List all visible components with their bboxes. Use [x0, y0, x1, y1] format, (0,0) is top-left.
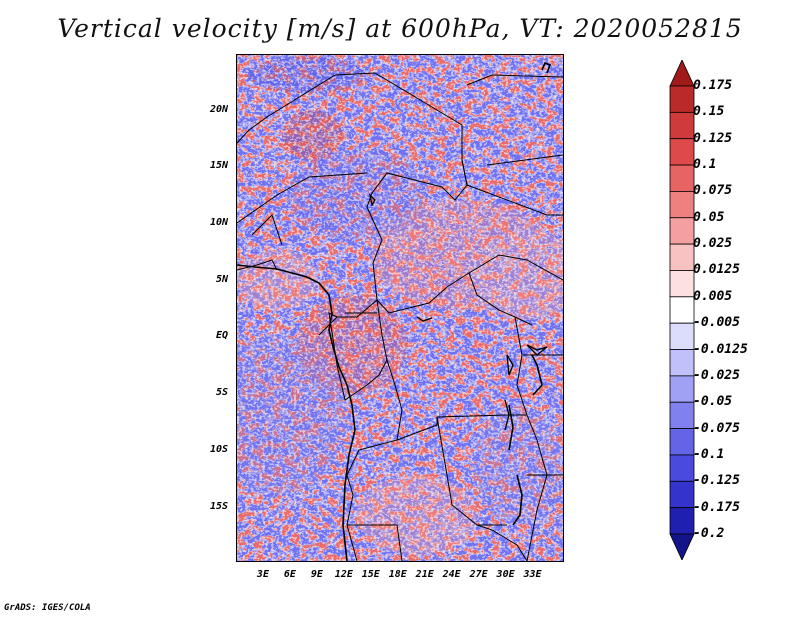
colorbar-swatch — [669, 322, 695, 350]
colorbar-swatch — [669, 454, 695, 482]
credit-text: GrADS: IGES/COLA — [4, 603, 91, 613]
colorbar-swatch — [669, 349, 695, 377]
colorbar-level-label: 0.1 — [693, 157, 717, 173]
colorbar-swatch — [669, 428, 695, 456]
colorbar-level-label: -0.2 — [693, 526, 725, 541]
fine-texture — [237, 55, 563, 561]
colorbar-level-label: -0.125 — [693, 473, 740, 489]
coastline — [237, 61, 552, 561]
colorbar — [669, 60, 695, 560]
latitude-label: EQ — [215, 330, 228, 342]
country-borders — [237, 72, 563, 561]
latitude-label: 15S — [209, 500, 228, 512]
latitude-label: 10N — [209, 217, 228, 229]
colorbar-swatch — [669, 296, 695, 324]
latitude-label: 5S — [215, 387, 228, 399]
colorbar-level-label: -0.0125 — [693, 341, 748, 357]
colorbar-swatch — [669, 480, 695, 509]
colorbar-level-label: 0.0125 — [693, 262, 740, 278]
longitude-label: 6E — [283, 569, 296, 580]
colorbar-level-label: 0.025 — [693, 236, 733, 252]
latitude-label: 5N — [215, 273, 228, 285]
colorbar-level-label: 0.075 — [693, 183, 733, 199]
colorbar-level-label: -0.05 — [693, 394, 733, 410]
colorbar-swatch — [669, 270, 695, 298]
colorbar-level-label: -0.005 — [693, 315, 740, 331]
longitude-label: 18E — [388, 569, 407, 580]
map-title: Vertical velocity [m/s] at 600hPa, VT: 2… — [57, 14, 743, 43]
colorbar-level-label: -0.075 — [693, 420, 740, 436]
colorbar-swatch — [669, 217, 695, 245]
longitude-label: 9E — [310, 569, 323, 580]
colorbar-swatch — [669, 164, 695, 192]
lakes — [368, 193, 548, 431]
colorbar-swatch — [669, 138, 695, 166]
colorbar-swatch — [669, 243, 695, 271]
colorbar-swatch — [669, 60, 695, 87]
colorbar-level-label: -0.175 — [693, 499, 740, 515]
colorbar-swatch — [669, 85, 695, 113]
colorbar-swatch — [669, 111, 695, 140]
colorbar-swatch — [669, 401, 695, 429]
latitude-label: 10S — [209, 443, 228, 455]
longitude-label: 27E — [469, 569, 488, 580]
longitude-label: 21E — [415, 569, 434, 580]
longitude-label: 24E — [442, 569, 461, 580]
longitude-label: 30E — [496, 569, 515, 580]
longitude-label: 33E — [523, 569, 542, 580]
colorbar-level-label: 0.15 — [693, 104, 725, 120]
colorbar-level-label: 0.125 — [693, 130, 733, 146]
colorbar-swatch — [669, 191, 695, 219]
colorbar-swatch — [669, 375, 695, 403]
colorbar-level-label: 0.175 — [693, 78, 733, 93]
latitude-label: 20N — [209, 103, 228, 115]
colorbar-level-label: 0.005 — [693, 288, 733, 304]
map-canvas — [237, 55, 563, 561]
colorbar-swatch — [669, 533, 695, 560]
longitude-label: 15E — [361, 569, 380, 580]
colorbar-level-label: -0.025 — [693, 367, 740, 383]
map-area — [236, 54, 564, 562]
longitude-label: 3E — [256, 569, 269, 580]
colorbar-swatch — [669, 507, 695, 535]
colorbar-level-label: 0.05 — [693, 209, 725, 225]
longitude-label: 12E — [334, 569, 353, 580]
latitude-label: 15N — [209, 160, 228, 172]
colorbar-level-label: -0.1 — [693, 446, 725, 462]
